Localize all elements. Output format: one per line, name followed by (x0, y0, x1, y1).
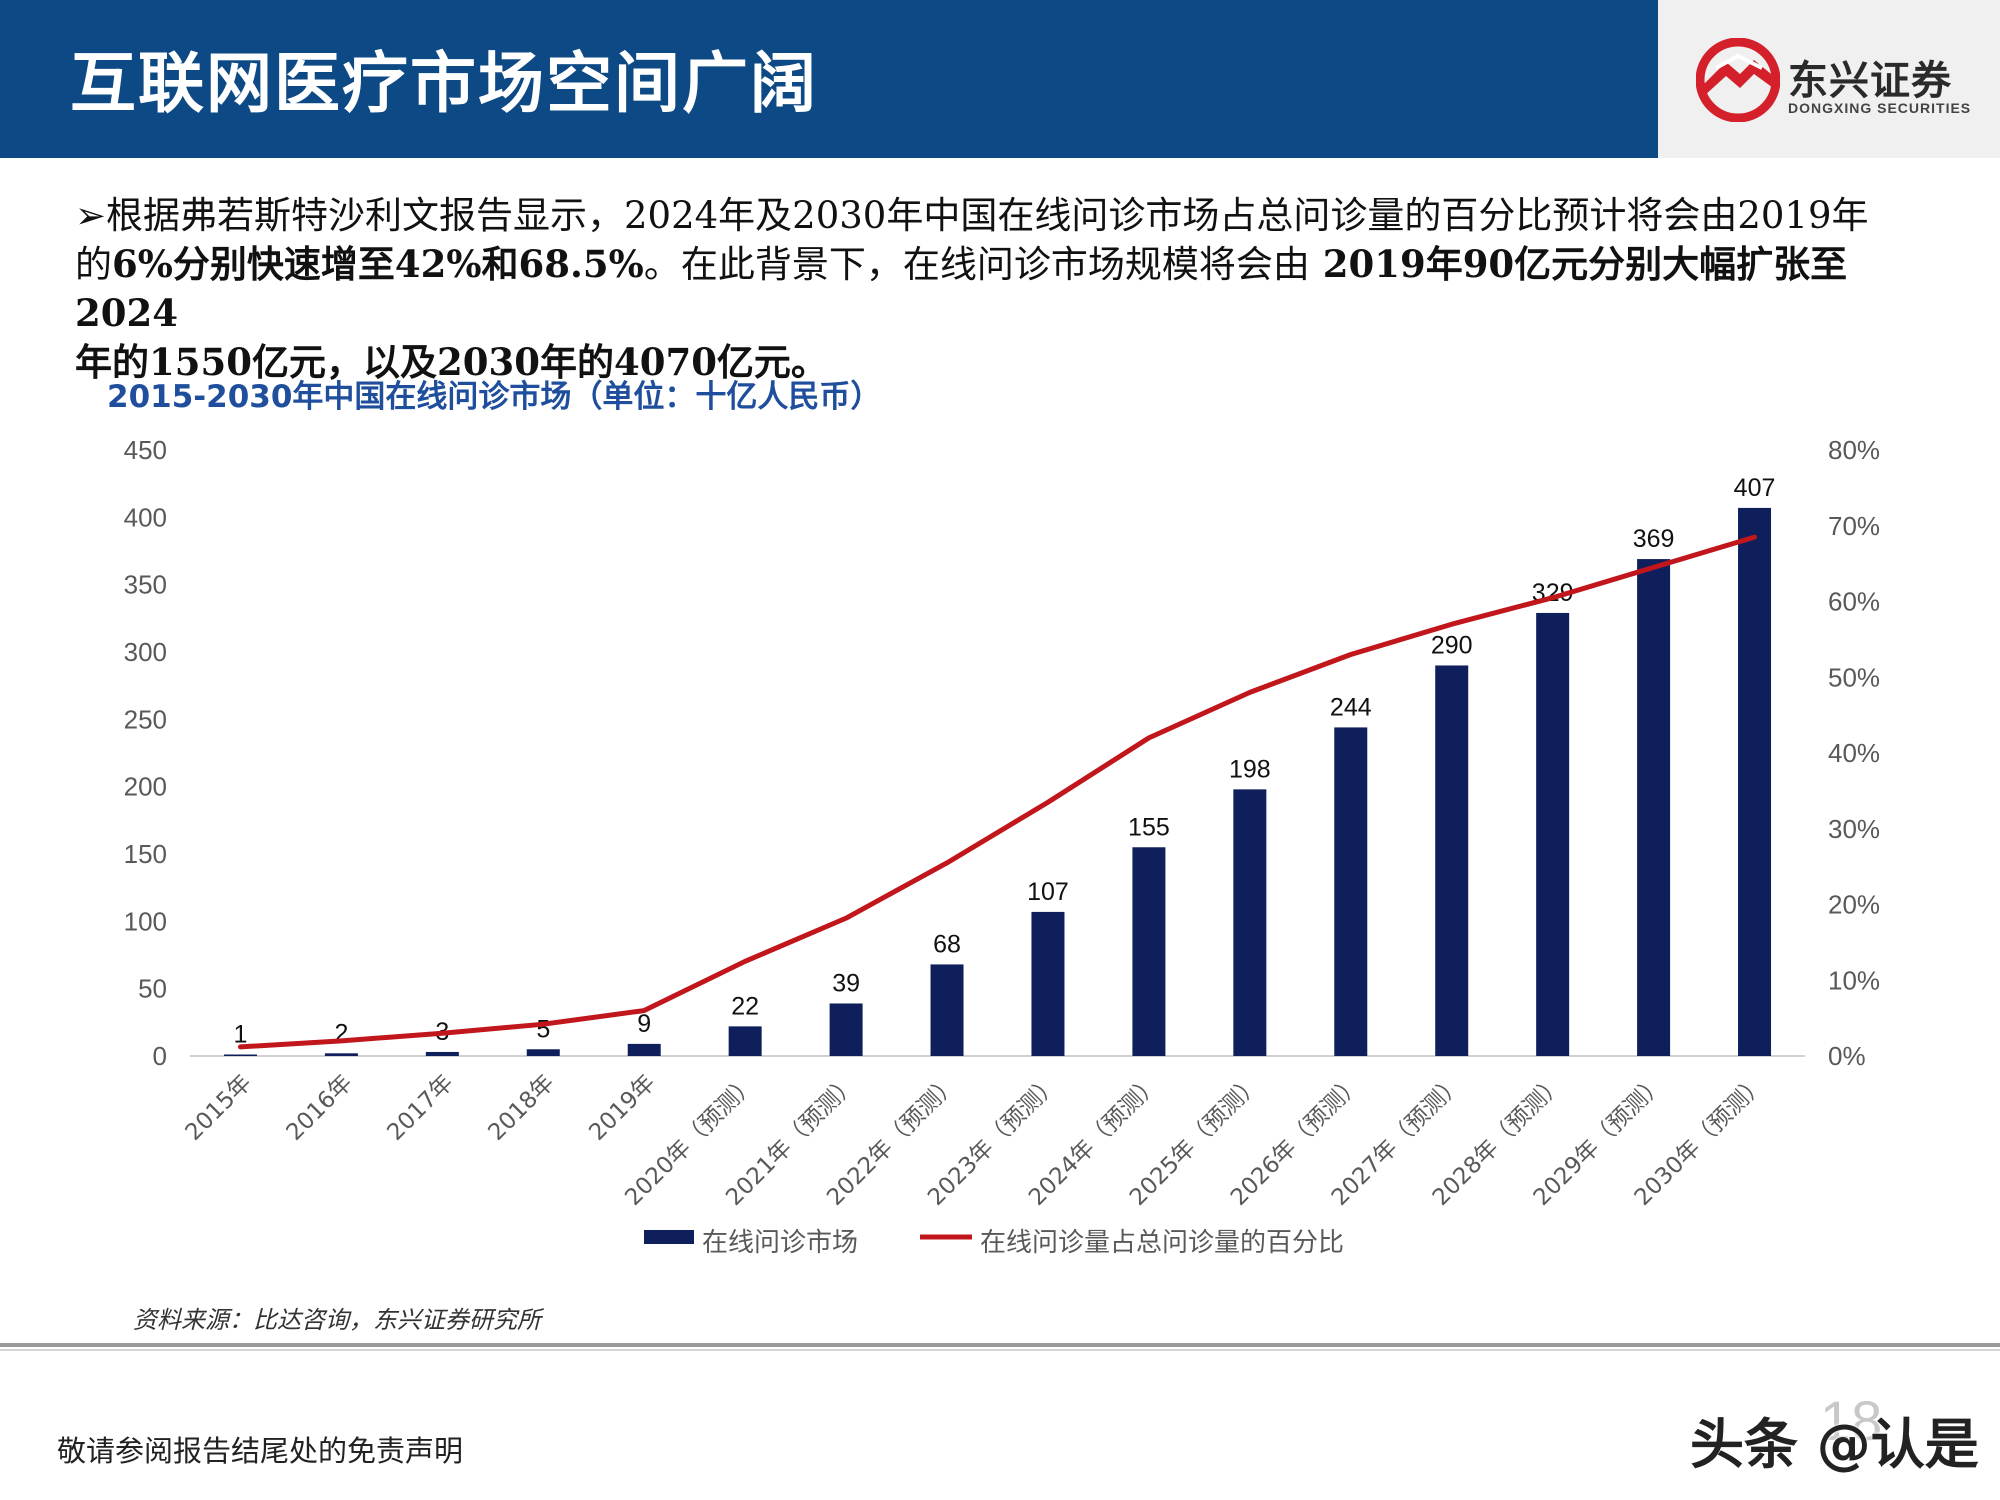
y2-axis-tick-label: 50% (1828, 662, 1880, 692)
logo-text-cn: 东兴证券 (1788, 58, 1952, 104)
bar (526, 1049, 560, 1056)
y-axis-tick-label: 250 (124, 704, 167, 734)
logo-area: 东兴证券 DONGXING SECURITIES (1658, 0, 2000, 158)
logo-text-en: DONGXING SECURITIES (1788, 100, 1972, 116)
bar (627, 1043, 661, 1056)
footer-divider (0, 1343, 2000, 1347)
intro-line-2-b: 6%分别快速增至42%和68.5% (112, 242, 644, 286)
bar (1637, 559, 1671, 1056)
intro-line-2-c: 。在此背景下，在线问诊市场规模将会由 (643, 243, 1310, 286)
intro-paragraph: ➢根据弗若斯特沙利文报告显示，2024年及2030年中国在线问诊市场占总问诊量的… (75, 192, 1915, 387)
bar (1031, 911, 1065, 1056)
bar (930, 964, 964, 1056)
bar (425, 1051, 459, 1056)
x-axis-tick-label: 2019年 (584, 1070, 660, 1146)
bar-data-label: 68 (933, 930, 961, 958)
y2-axis-tick-label: 80% (1828, 435, 1880, 465)
x-axis-tick-label: 2018年 (483, 1070, 559, 1146)
bar (728, 1026, 762, 1056)
intro-line-2: 的6%分别快速增至42%和68.5%。在此背景下，在线问诊市场规模将会由 201… (75, 240, 1915, 338)
watermark-text: 头条 @认是 (1690, 1413, 1979, 1476)
dongxing-logo-icon (1696, 38, 1780, 122)
bar-data-label: 39 (832, 969, 860, 997)
x-axis-tick-label: 2017年 (383, 1070, 459, 1146)
page-number: 18 (1820, 1389, 1883, 1452)
page-title: 互联网医疗市场空间广阔 (70, 45, 818, 122)
legend-label-bar: 在线问诊市场 (702, 1228, 858, 1258)
y-axis-tick-label: 200 (124, 772, 167, 802)
intro-line-2-d: 2019年90亿元分别大幅扩张至2024 (75, 242, 1848, 335)
y-axis-tick-label: 350 (124, 570, 167, 600)
y-axis-tick-label: 300 (124, 637, 167, 667)
chart-title: 2015-2030年中国在线问诊市场（单位：十亿人民币） (107, 379, 882, 415)
bar-data-label: 1 (234, 1021, 248, 1049)
bar-data-label: 155 (1128, 813, 1170, 841)
y2-axis-tick-label: 70% (1828, 511, 1880, 541)
intro-line-2-a: 的 (75, 243, 112, 286)
bar (1334, 727, 1368, 1056)
x-axis-tick-label: 2016年 (282, 1070, 358, 1146)
bar-data-label: 290 (1431, 631, 1473, 659)
footer-divider-light (0, 1349, 2000, 1351)
y-axis-tick-label: 100 (124, 906, 167, 936)
bar-data-label: 22 (731, 992, 759, 1020)
y2-axis-tick-label: 20% (1828, 890, 1880, 920)
y-axis-tick-label: 400 (124, 502, 167, 532)
bar-data-label: 369 (1633, 525, 1675, 553)
header-bar: 互联网医疗市场空间广阔 (0, 0, 1658, 158)
intro-line-1: ➢根据弗若斯特沙利文报告显示，2024年及2030年中国在线问诊市场占总问诊量的… (75, 194, 1869, 237)
y-axis-tick-label: 50 (138, 974, 167, 1004)
legend-swatch-bar (644, 1230, 694, 1244)
bar (1536, 612, 1570, 1056)
bar (829, 1003, 863, 1056)
bar (1233, 789, 1267, 1056)
bar-data-label: 107 (1027, 878, 1069, 906)
y2-axis-tick-label: 0% (1828, 1041, 1866, 1071)
legend-label-line: 在线问诊量占总问诊量的百分比 (980, 1228, 1344, 1258)
y2-axis-tick-label: 60% (1828, 587, 1880, 617)
bar (324, 1053, 358, 1056)
y-axis-tick-label: 0 (153, 1041, 167, 1071)
bar (223, 1054, 257, 1056)
combo-chart: 0 50 100 150 200 250 300 350 400 450 0% 10% 20% 30% 40… (124, 435, 1880, 1258)
bar (1132, 847, 1166, 1056)
intro-line-3-text: 年的1550亿元，以及2030年的4070亿元。 (75, 340, 828, 384)
source-note: 资料来源：比达咨询，东兴证券研究所 (133, 1306, 541, 1334)
bar (1435, 665, 1469, 1056)
y-axis-tick-label: 150 (124, 839, 167, 869)
y2-axis-tick-label: 10% (1828, 965, 1880, 995)
bar-data-label: 198 (1229, 755, 1271, 783)
bar-data-label: 9 (637, 1010, 651, 1038)
bar-data-label: 5 (536, 1015, 550, 1043)
y2-axis-tick-label: 30% (1828, 814, 1880, 844)
percentage-line (237, 534, 1758, 1050)
y-axis-tick-label: 450 (124, 435, 167, 465)
y2-axis-tick-label: 40% (1828, 738, 1880, 768)
disclaimer-text: 敬请参阅报告结尾处的免责声明 (57, 1434, 464, 1468)
bar-data-label: 407 (1734, 474, 1776, 502)
x-axis-tick-label: 2015年 (181, 1070, 257, 1146)
bar (1738, 507, 1772, 1056)
bar-data-label: 244 (1330, 693, 1372, 721)
intro-line-3: 年的1550亿元，以及2030年的4070亿元。 (75, 338, 1915, 387)
